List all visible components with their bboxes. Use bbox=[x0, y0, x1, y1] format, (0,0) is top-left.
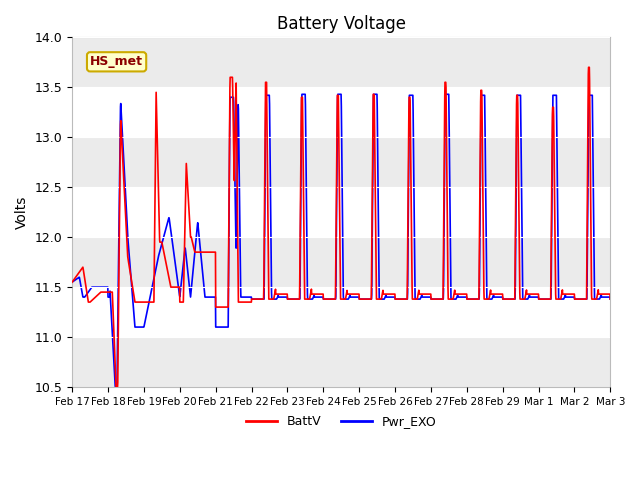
BattV bbox=[574, 296, 582, 302]
BattV bbox=[369, 166, 376, 171]
Bar bbox=[72, 137, 611, 187]
Pwr_EXO bbox=[111, 384, 119, 390]
Pwr_EXO bbox=[68, 279, 76, 285]
BattV bbox=[219, 304, 227, 310]
Pwr_EXO bbox=[219, 324, 227, 330]
BattV bbox=[357, 296, 365, 302]
Line: BattV: BattV bbox=[72, 67, 611, 387]
BattV bbox=[585, 64, 593, 70]
Pwr_EXO bbox=[498, 294, 506, 300]
Bar bbox=[72, 37, 611, 87]
Bar bbox=[72, 337, 611, 387]
BattV bbox=[68, 279, 76, 285]
Line: Pwr_EXO: Pwr_EXO bbox=[72, 94, 611, 387]
Pwr_EXO bbox=[574, 296, 582, 302]
Pwr_EXO bbox=[298, 91, 306, 97]
BattV bbox=[498, 291, 506, 297]
BattV bbox=[607, 296, 614, 302]
BattV bbox=[112, 384, 120, 390]
Y-axis label: Volts: Volts bbox=[15, 195, 29, 229]
Pwr_EXO bbox=[607, 296, 614, 302]
Text: HS_met: HS_met bbox=[90, 55, 143, 68]
Title: Battery Voltage: Battery Voltage bbox=[276, 15, 406, 33]
BattV bbox=[559, 291, 567, 297]
Bar bbox=[72, 237, 611, 287]
Pwr_EXO bbox=[357, 296, 365, 302]
Pwr_EXO bbox=[559, 296, 567, 302]
Pwr_EXO bbox=[369, 178, 376, 184]
Legend: BattV, Pwr_EXO: BattV, Pwr_EXO bbox=[241, 410, 442, 433]
